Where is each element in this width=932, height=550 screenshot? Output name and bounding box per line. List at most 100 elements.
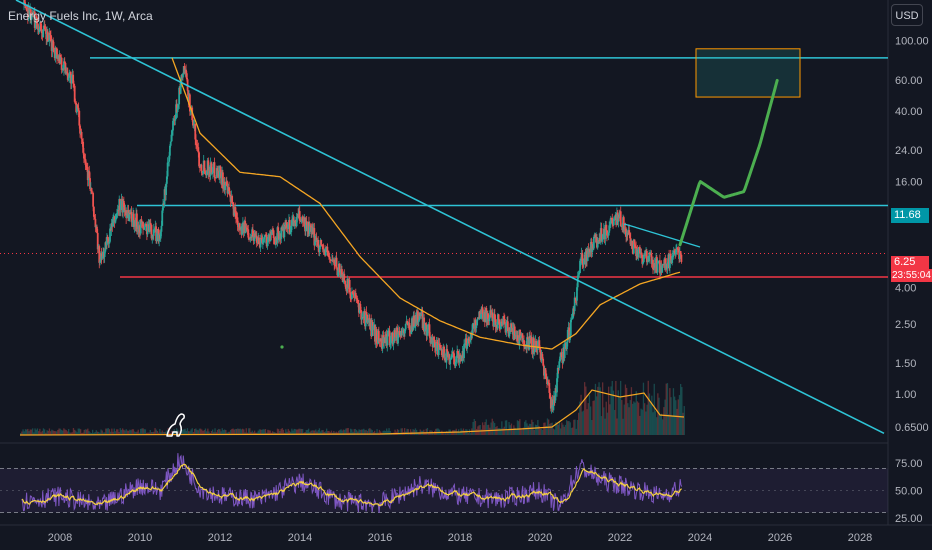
candle-body bbox=[318, 246, 321, 253]
volume-bar bbox=[119, 428, 121, 435]
volume-bar bbox=[506, 420, 508, 435]
volume-bar bbox=[81, 432, 83, 435]
x-tick-label: 2028 bbox=[848, 532, 872, 544]
candle-body bbox=[632, 239, 635, 254]
volume-bar bbox=[482, 422, 484, 435]
volume-bar bbox=[658, 397, 660, 435]
x-tick-label: 2026 bbox=[768, 532, 792, 544]
candle-body bbox=[159, 231, 162, 239]
volume-bar bbox=[238, 428, 240, 435]
volume-bar bbox=[426, 428, 429, 435]
candle-body bbox=[391, 332, 394, 345]
candle-body bbox=[25, 7, 28, 10]
volume-bar bbox=[514, 427, 516, 435]
volume-bar bbox=[215, 432, 217, 435]
candle-body bbox=[204, 171, 207, 174]
candle-body bbox=[361, 317, 363, 320]
volume-bar bbox=[135, 431, 137, 435]
candle-body bbox=[66, 72, 69, 80]
candle-body bbox=[457, 350, 459, 354]
volume-bar bbox=[572, 427, 574, 435]
candle-body bbox=[179, 81, 182, 94]
rsi-y-tick-label: 50.00 bbox=[895, 486, 923, 498]
volume-bar bbox=[68, 429, 70, 435]
currency-button[interactable]: USD bbox=[891, 4, 923, 26]
volume-bar bbox=[638, 402, 640, 435]
candle-body bbox=[180, 75, 183, 82]
volume-bar bbox=[204, 428, 207, 435]
volume-bar bbox=[224, 429, 226, 435]
candle-body bbox=[178, 87, 181, 105]
y-tick-label: 4.00 bbox=[895, 283, 916, 295]
volume-bar bbox=[574, 419, 576, 435]
candle-body bbox=[76, 105, 78, 113]
volume-bar bbox=[610, 386, 612, 435]
candle-body bbox=[357, 301, 359, 304]
candle-body bbox=[503, 316, 505, 319]
candle-body bbox=[437, 343, 440, 356]
volume-bar bbox=[428, 432, 430, 435]
volume-bar bbox=[489, 427, 491, 435]
volume-bar bbox=[28, 431, 30, 435]
volume-bar bbox=[220, 431, 222, 435]
candle-body bbox=[117, 210, 120, 212]
volume-bar bbox=[495, 427, 497, 435]
candle-body bbox=[386, 336, 389, 346]
volume-bar bbox=[564, 424, 567, 435]
candle-body bbox=[263, 237, 266, 240]
candle-body bbox=[619, 211, 622, 227]
volume-bar bbox=[280, 429, 282, 435]
volume-bar bbox=[324, 431, 327, 435]
volume-bar bbox=[530, 423, 532, 435]
candle-body bbox=[60, 57, 63, 70]
volume-bar bbox=[30, 429, 33, 435]
volume-bar bbox=[317, 429, 319, 435]
candle-body bbox=[272, 230, 275, 238]
volume-bar bbox=[543, 422, 545, 435]
candle-body bbox=[680, 254, 683, 262]
volume-bar bbox=[322, 430, 324, 435]
volume-bar bbox=[59, 428, 61, 435]
candle-body bbox=[231, 202, 234, 205]
candle-body bbox=[189, 111, 192, 113]
candle-body bbox=[142, 222, 144, 229]
volume-bar bbox=[86, 429, 88, 435]
volume-bar bbox=[198, 428, 201, 435]
volume-bar bbox=[168, 430, 171, 435]
candle-body bbox=[429, 336, 432, 343]
volume-bar bbox=[627, 403, 629, 435]
candle-body bbox=[582, 259, 585, 265]
candle-body bbox=[628, 230, 631, 235]
candle-body bbox=[397, 333, 399, 344]
volume-bar bbox=[113, 428, 115, 435]
volume-bar bbox=[401, 428, 403, 435]
candle-body bbox=[42, 29, 45, 38]
candle-body bbox=[195, 139, 197, 145]
candle-body bbox=[293, 220, 296, 227]
volume-bar bbox=[56, 431, 58, 435]
volume-bar bbox=[596, 396, 598, 435]
candle-body bbox=[418, 313, 421, 321]
candle-body bbox=[305, 221, 308, 225]
volume-bar bbox=[598, 382, 600, 435]
volume-bar bbox=[662, 419, 664, 435]
candle-body bbox=[648, 252, 651, 262]
volume-bar bbox=[567, 421, 569, 435]
volume-bar bbox=[369, 428, 371, 435]
y-tick-label: 60.00 bbox=[895, 75, 923, 87]
candle-body bbox=[471, 324, 474, 336]
volume-bar bbox=[617, 390, 619, 435]
candle-body bbox=[251, 229, 254, 237]
volume-bar bbox=[556, 422, 558, 435]
volume-bar bbox=[516, 420, 519, 435]
candle-body bbox=[76, 105, 79, 108]
volume-bar bbox=[663, 407, 665, 435]
volume-bar bbox=[628, 407, 630, 435]
candle-body bbox=[467, 338, 470, 341]
volume-bar bbox=[236, 428, 238, 435]
candle-body bbox=[428, 324, 431, 337]
candle-body bbox=[539, 347, 541, 353]
volume-bar bbox=[143, 429, 145, 435]
candle-body bbox=[248, 239, 251, 241]
